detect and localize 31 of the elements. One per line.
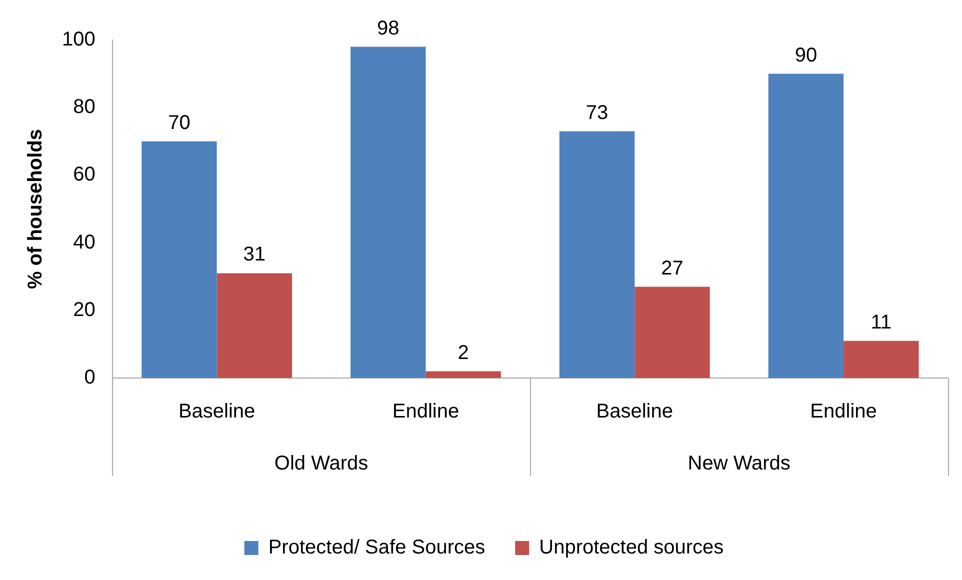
data-label: 90 bbox=[794, 44, 818, 66]
data-label: 27 bbox=[661, 257, 684, 280]
bar bbox=[216, 273, 292, 378]
x-tick-label: Endline bbox=[392, 400, 460, 423]
data-label: 98 bbox=[377, 17, 400, 40]
legend-label: Unprotected sources bbox=[539, 536, 724, 559]
x-tick-label: Baseline bbox=[178, 400, 256, 423]
x-tick-label: Baseline bbox=[596, 400, 673, 423]
text: New Wards bbox=[688, 452, 790, 475]
y-tick-label: 40 bbox=[73, 231, 96, 254]
bar bbox=[844, 340, 919, 378]
y-axis-title: % of households bbox=[24, 129, 47, 289]
bar bbox=[426, 371, 501, 378]
bar bbox=[350, 46, 426, 378]
x-tick-label: Endline bbox=[810, 400, 877, 423]
bar bbox=[634, 286, 710, 378]
bar bbox=[559, 131, 635, 378]
data-label: 70 bbox=[168, 112, 190, 134]
data-label: 31 bbox=[243, 244, 266, 266]
y-tick-label: 60 bbox=[73, 164, 96, 186]
data-label: 2 bbox=[458, 342, 469, 364]
y-tick-label: 80 bbox=[73, 96, 96, 118]
data-label: 73 bbox=[586, 102, 608, 124]
y-tick-label: 20 bbox=[73, 298, 96, 321]
bar bbox=[768, 74, 844, 378]
legend-label: Protected/ Safe Sources bbox=[268, 536, 486, 559]
data-label: 11 bbox=[870, 311, 892, 334]
bar bbox=[142, 141, 217, 378]
y-tick-label: 0 bbox=[84, 366, 96, 389]
y-tick-label: 100 bbox=[62, 28, 96, 51]
text: Old Wards bbox=[274, 452, 368, 475]
